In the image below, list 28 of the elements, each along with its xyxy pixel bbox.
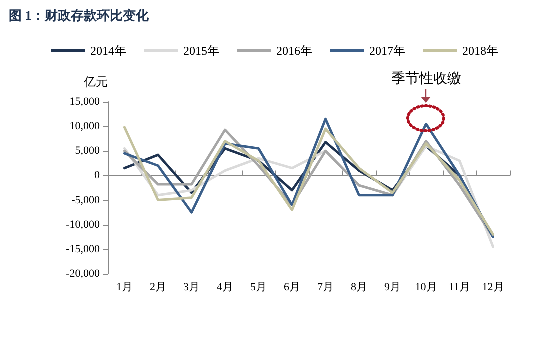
y-tick-label: 0 bbox=[94, 170, 100, 182]
y-tick-label: -5,000 bbox=[72, 194, 100, 206]
y-tick-label: -15,000 bbox=[66, 243, 100, 256]
y-tick-label: -10,000 bbox=[66, 218, 100, 231]
x-tick-label: 4月 bbox=[217, 282, 234, 294]
x-tick-label: 11月 bbox=[448, 282, 471, 294]
x-tick-label: 5月 bbox=[250, 282, 267, 294]
x-tick-label: 8月 bbox=[351, 282, 368, 294]
y-tick-label: 10,000 bbox=[70, 120, 100, 133]
x-tick-label: 9月 bbox=[384, 282, 401, 294]
y-axis-title: 亿元 bbox=[83, 75, 108, 89]
annotation: 季节性收缴 bbox=[390, 72, 462, 88]
x-tick-label: 6月 bbox=[284, 282, 300, 294]
y-tick-label: 15,000 bbox=[70, 96, 100, 108]
x-tick-label: 10月 bbox=[415, 282, 438, 294]
legend-label: 2017年 bbox=[370, 44, 406, 58]
x-tick-label: 2月 bbox=[150, 282, 166, 294]
legend-label: 2015年 bbox=[184, 44, 220, 58]
x-tick-label: 3月 bbox=[184, 282, 200, 294]
y-tick-label: -20,000 bbox=[66, 268, 100, 280]
chart-title: 图 1：财政存款环比变化 bbox=[9, 8, 150, 23]
legend-label: 2014年 bbox=[90, 44, 126, 58]
x-tick-label: 12月 bbox=[482, 282, 504, 294]
legend-label: 2016年 bbox=[276, 44, 312, 58]
x-tick-label: 1月 bbox=[116, 282, 133, 294]
legend-label: 2018年 bbox=[462, 44, 498, 58]
x-tick-label: 7月 bbox=[318, 282, 334, 294]
y-tick-label: 5,000 bbox=[75, 145, 100, 158]
